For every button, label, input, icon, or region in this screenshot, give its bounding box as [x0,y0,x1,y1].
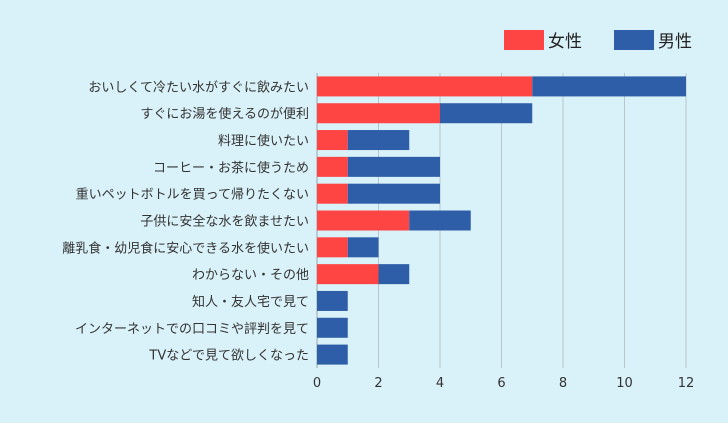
category-label-0: おいしくて冷たい水がすぐに飲みたい [88,79,309,95]
bar-male-1 [440,103,533,124]
x-tick-label-12: 12 [678,376,695,391]
legend: 女性 男性 [504,30,692,52]
bar-female-4 [317,183,348,204]
bar-male-4 [347,183,440,204]
legend-swatch-female [504,30,544,50]
x-tick-label-6: 6 [497,376,505,391]
x-tick-label-0: 0 [313,376,321,391]
category-label-8: 知人・友人宅で見て [192,294,309,310]
legend-label-male: 男性 [658,32,692,52]
bar-male-0 [532,76,686,97]
bar-female-3 [317,156,348,177]
bar-female-5 [317,210,410,231]
bar-female-2 [317,130,348,151]
bar-male-7 [378,264,410,285]
category-label-2: 料理に使いたい [218,133,309,149]
bar-male-8 [317,290,348,311]
bar-male-10 [317,344,348,365]
bar-male-2 [347,130,410,151]
x-tick-label-8: 8 [559,376,567,391]
category-label-7: わからない・その他 [192,268,309,283]
x-tick-labels: 0 2 4 6 8 10 12 [313,376,694,391]
category-label-9: インターネットでの口コミや評判を見て [75,322,309,337]
category-label-10: TVなどで見て欲しくなった [148,348,309,364]
bar-female-6 [317,237,348,258]
bars [317,76,686,365]
bar-female-0 [317,76,533,97]
bar-male-6 [347,237,379,258]
category-label-3: コーヒー・お茶に使うため [153,160,309,176]
x-tick-label-10: 10 [616,376,633,391]
bar-male-5 [409,210,471,231]
bar-male-3 [347,156,440,177]
category-label-1: すぐにお湯を使えるのが便利 [140,106,309,122]
bar-female-1 [317,103,440,124]
legend-swatch-male [614,30,654,50]
category-label-5: 子供に安全な水を飲ませたい [140,214,309,230]
category-label-6: 離乳食・幼児食に安心できる水を使いたい [62,240,309,256]
bar-male-9 [317,317,348,338]
x-tick-label-4: 4 [436,376,444,391]
bar-female-7 [317,264,379,285]
legend-label-female: 女性 [548,32,582,52]
x-tick-label-2: 2 [374,376,382,391]
category-labels: おいしくて冷たい水がすぐに飲みたいすぐにお湯を使えるのが便利料理に使いたいコーヒ… [62,79,309,363]
category-label-4: 重いペットボトルを買って帰りたくない [76,187,309,203]
